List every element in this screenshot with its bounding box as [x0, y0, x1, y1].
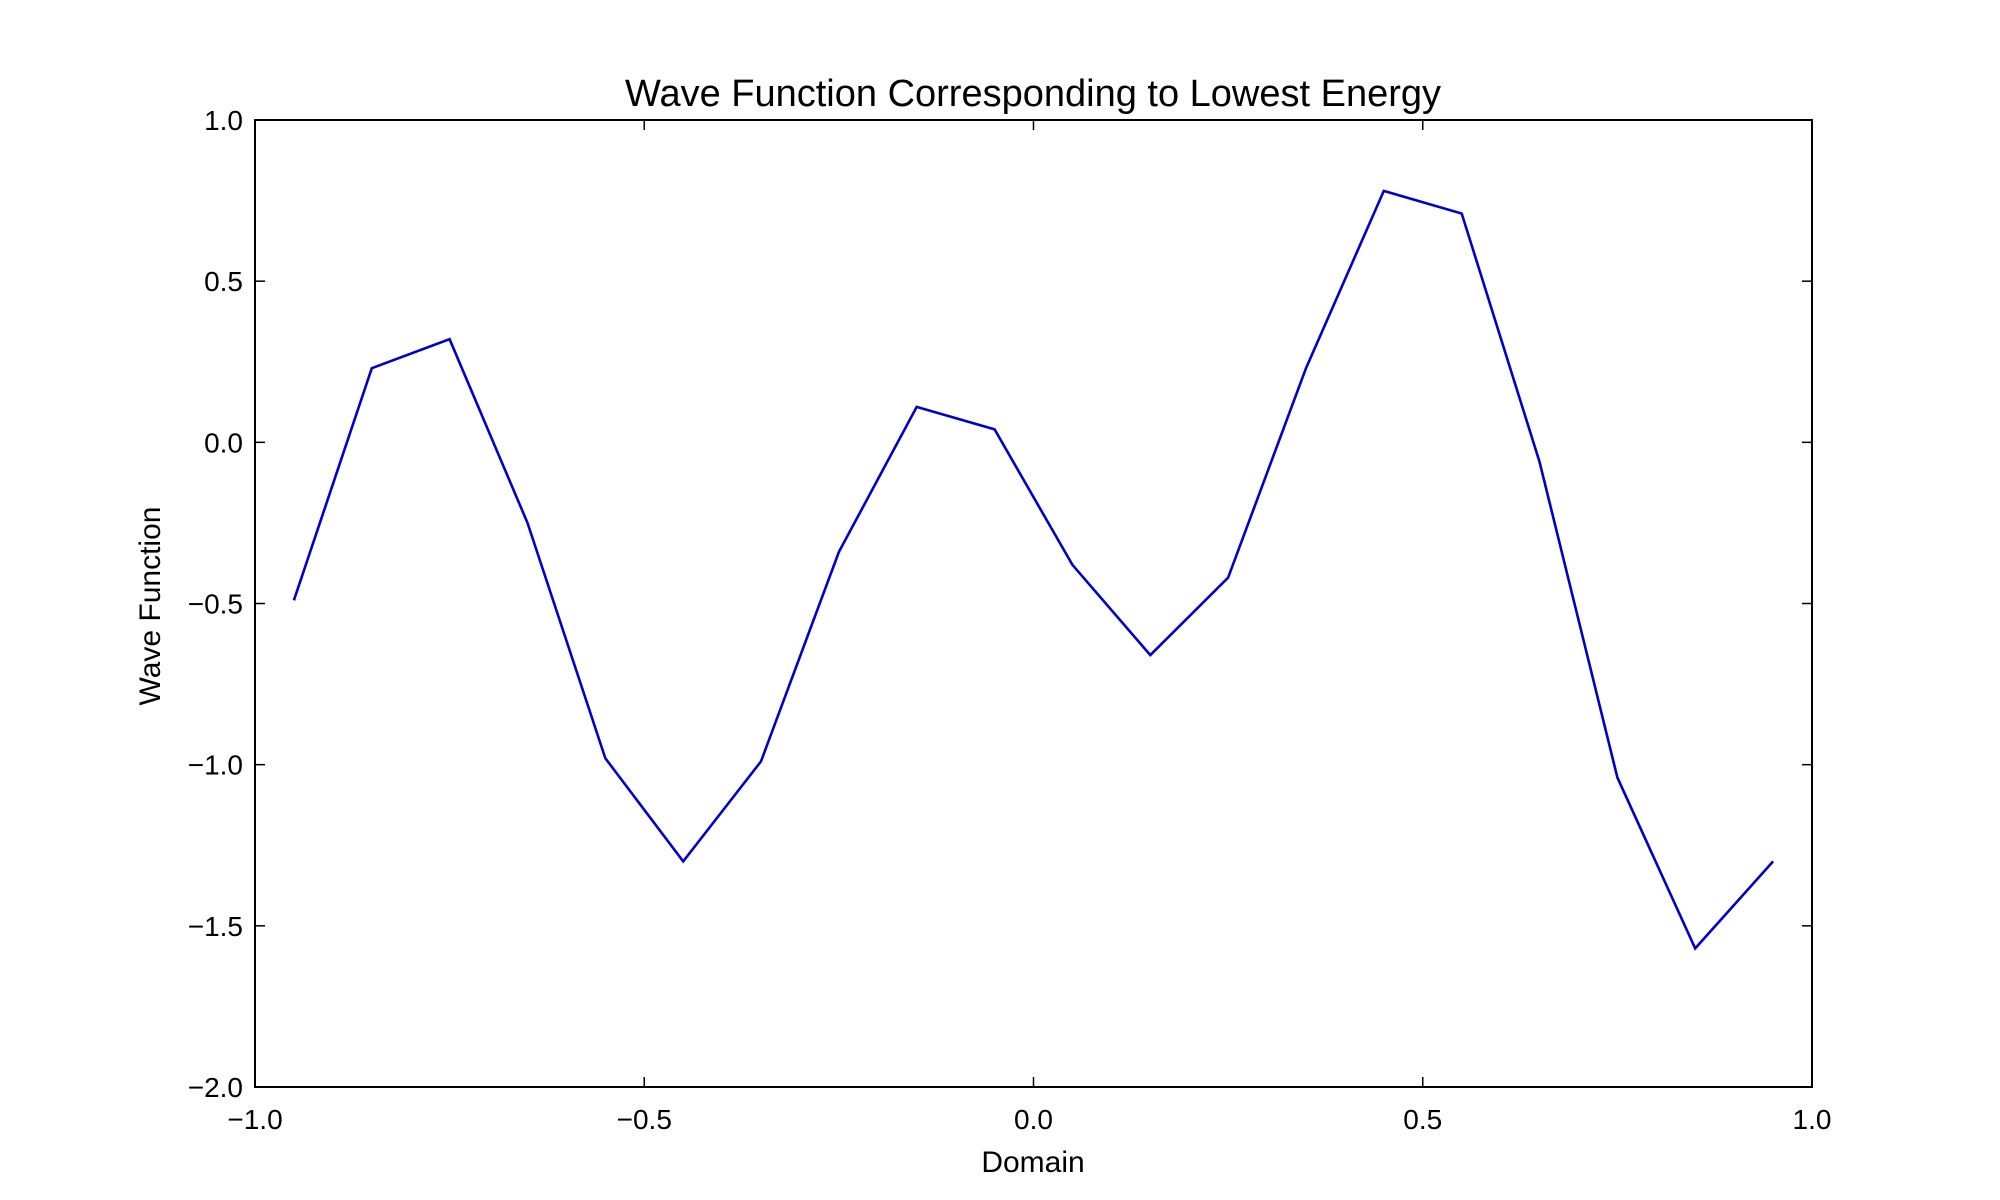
y-tick-label: −1.5: [188, 911, 243, 942]
x-tick-label: 0.5: [1403, 1104, 1442, 1135]
x-tick-label: −1.0: [227, 1104, 282, 1135]
y-tick-label: −2.0: [188, 1072, 243, 1103]
x-tick-label: 0.0: [1014, 1104, 1053, 1135]
y-tick-label: 0.5: [204, 266, 243, 297]
plot-area: −1.0 −0.5 0.0 0.5 1.0 −2.0 −1.5 −1.0 −0.5 0.0 0.5 1…: [188, 105, 1832, 1135]
y-axis-title: Wave Function: [134, 507, 167, 706]
chart-title: Wave Function Corresponding to Lowest En…: [625, 73, 1441, 115]
x-tick-label: −0.5: [617, 1104, 672, 1135]
y-tick-label: 0.0: [204, 427, 243, 458]
series-line-0: [292, 189, 1775, 951]
y-tick-label: −0.5: [188, 589, 243, 620]
x-axis-title: Domain: [981, 1146, 1084, 1179]
axes-frame: [254, 119, 1813, 1088]
x-tick-label: 1.0: [1793, 1104, 1832, 1135]
y-tick-label: −1.0: [188, 750, 243, 781]
y-tick-label: 1.0: [204, 105, 243, 136]
